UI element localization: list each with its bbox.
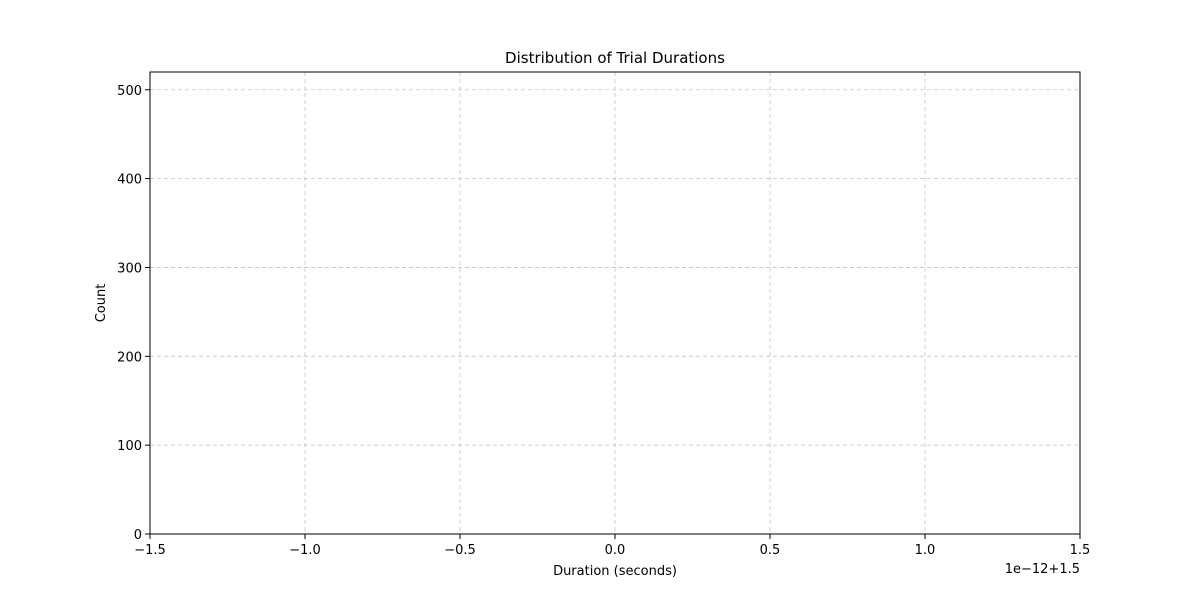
x-tick-label: 1.0 <box>915 543 936 558</box>
x-tick-label: −0.5 <box>444 543 476 558</box>
y-tick-label: 200 <box>117 350 142 365</box>
x-axis-title: Duration (seconds) <box>553 564 677 579</box>
x-tick-label: 0.5 <box>760 543 781 558</box>
y-tick-label: 300 <box>117 261 142 276</box>
ticks-layer: −1.5 −1.0 −0.5 0.0 0.5 1.0 1.5 0 100 200 300 400 500 <box>117 84 1090 558</box>
x-tick-label: −1.5 <box>134 543 166 558</box>
x-tick-label: 1.5 <box>1070 543 1091 558</box>
y-tick-label: 100 <box>117 439 142 454</box>
chart-title: Distribution of Trial Durations <box>505 49 725 67</box>
y-tick-label: 500 <box>117 84 142 99</box>
x-tick-label: −1.0 <box>289 543 321 558</box>
y-tick-label: 400 <box>117 173 142 188</box>
y-axis-title: Count <box>94 284 109 323</box>
y-tick-label: 0 <box>134 528 142 543</box>
x-tick-label: 0.0 <box>605 543 626 558</box>
x-axis-offset-label: 1e−12+1.5 <box>1005 562 1080 577</box>
